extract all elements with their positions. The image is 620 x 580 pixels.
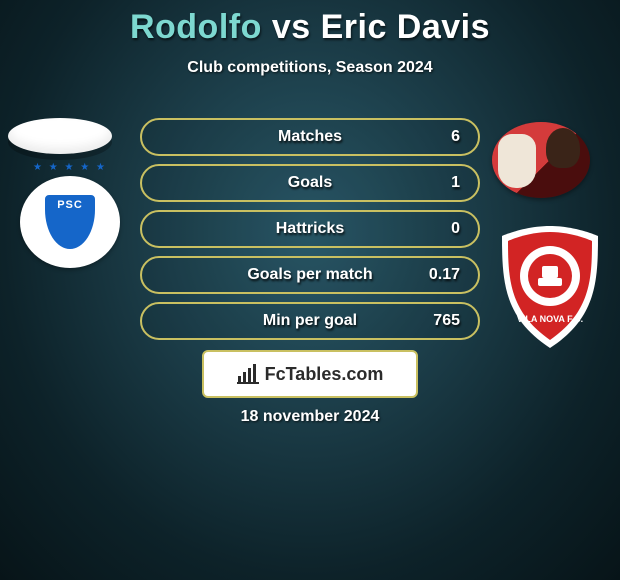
vs-text: vs <box>272 8 311 46</box>
stat-row-hattricks: Hattricks 0 <box>140 210 480 248</box>
stat-right-value: 0.17 <box>429 266 460 284</box>
bar-chart-icon <box>237 364 259 384</box>
stat-label: Min per goal <box>263 312 357 330</box>
player1-name: Rodolfo <box>130 8 262 46</box>
stat-row-goals-per-match: Goals per match 0.17 <box>140 256 480 294</box>
club-badge-left: ★ ★ ★ ★ ★ <box>20 176 120 268</box>
player2-name: Eric Davis <box>321 8 490 46</box>
subtitle: Club competitions, Season 2024 <box>0 59 620 77</box>
stat-row-goals: Goals 1 <box>140 164 480 202</box>
stat-label: Goals per match <box>247 266 372 284</box>
club-left-shield <box>41 191 99 253</box>
stat-label: Hattricks <box>276 220 344 238</box>
player1-photo-placeholder <box>8 118 112 154</box>
player2-photo <box>492 122 590 198</box>
club-badge-right: VILA NOVA F.C. <box>498 222 602 352</box>
stat-label: Goals <box>288 174 332 192</box>
club-left-stars: ★ ★ ★ ★ ★ <box>20 162 120 173</box>
branding-box[interactable]: FcTables.com <box>202 350 418 398</box>
page-title: Rodolfo vs Eric Davis <box>0 0 620 47</box>
stat-right-value: 765 <box>433 312 460 330</box>
stats-panel: Matches 6 Goals 1 Hattricks 0 Goals per … <box>140 118 480 348</box>
date-text: 18 november 2024 <box>0 408 620 426</box>
stat-right-value: 0 <box>451 220 460 238</box>
branding-text: FcTables.com <box>265 364 384 385</box>
stat-label: Matches <box>278 128 342 146</box>
stat-row-matches: Matches 6 <box>140 118 480 156</box>
stat-right-value: 1 <box>451 174 460 192</box>
svg-text:VILA NOVA F.C.: VILA NOVA F.C. <box>517 314 583 324</box>
stat-right-value: 6 <box>451 128 460 146</box>
stat-row-min-per-goal: Min per goal 765 <box>140 302 480 340</box>
